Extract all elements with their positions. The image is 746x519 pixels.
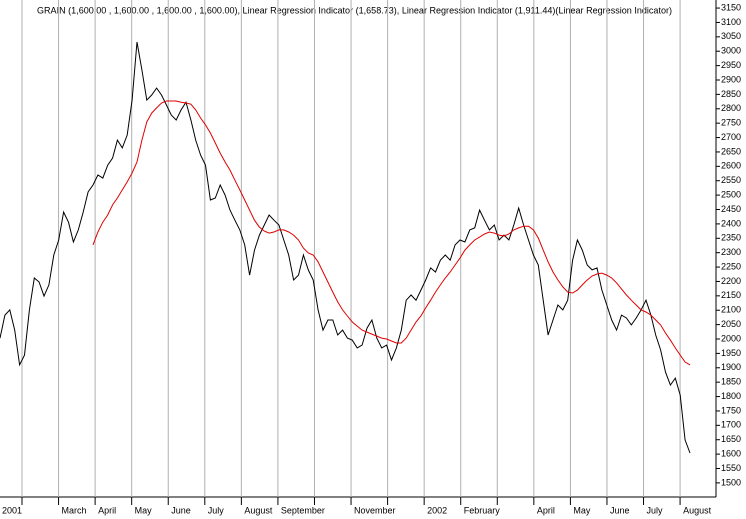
y-tick-label: 2850	[721, 89, 741, 99]
x-tick-label: July	[208, 505, 225, 515]
x-tick-label: June	[171, 505, 191, 515]
y-tick-label: 2650	[721, 146, 741, 156]
x-tick-label: June	[610, 505, 630, 515]
x-tick-label: August	[683, 505, 712, 515]
y-tick-label: 1800	[721, 391, 741, 401]
y-tick-label: 1600	[721, 448, 741, 458]
y-tick-label: 2550	[721, 175, 741, 185]
y-tick-label: 2750	[721, 118, 741, 128]
y-tick-label: 1850	[721, 377, 741, 387]
y-tick-label: 2450	[721, 204, 741, 214]
y-tick-label: 1550	[721, 463, 741, 473]
y-tick-label: 2400	[721, 218, 741, 228]
y-tick-label: 2150	[721, 290, 741, 300]
x-tick-label: February	[464, 505, 501, 515]
series-line	[92, 100, 691, 366]
y-tick-label: 3050	[721, 31, 741, 41]
y-tick-label: 2250	[721, 261, 741, 271]
y-tick-label: 2950	[721, 60, 741, 70]
x-tick-label: November	[354, 505, 396, 515]
y-tick-label: 1650	[721, 434, 741, 444]
y-tick-label: 2800	[721, 103, 741, 113]
y-tick-label: 2600	[721, 161, 741, 171]
y-tick-label: 2300	[721, 247, 741, 257]
x-tick-label: April	[98, 505, 116, 515]
y-tick-label: 1500	[721, 477, 741, 487]
y-tick-label: 3150	[721, 2, 741, 12]
y-tick-label: 2350	[721, 233, 741, 243]
chart-title: GRAIN (1,600.00 , 1,600.00 , 1,600.00 , …	[37, 5, 672, 15]
y-tick-label: 1750	[721, 405, 741, 415]
x-tick-label: May	[573, 505, 591, 515]
y-tick-label: 2900	[721, 74, 741, 84]
y-tick-label: 2050	[721, 319, 741, 329]
x-tick-label: April	[537, 505, 555, 515]
y-tick-label: 2000	[721, 333, 741, 343]
y-tick-label: 3100	[721, 17, 741, 27]
y-tick-label: 2700	[721, 132, 741, 142]
x-tick-label: August	[244, 505, 273, 515]
y-tick-label: 3000	[721, 46, 741, 56]
y-tick-label: 1900	[721, 362, 741, 372]
y-tick-label: 1950	[721, 348, 741, 358]
x-tick-label: September	[281, 505, 325, 515]
y-tick-label: 2100	[721, 305, 741, 315]
series-line	[0, 41, 691, 454]
x-tick-label: 2001	[2, 505, 22, 515]
x-tick-label: March	[62, 505, 87, 515]
y-tick-label: 2200	[721, 276, 741, 286]
x-tick-label: July	[647, 505, 664, 515]
x-tick-label: May	[135, 505, 153, 515]
y-tick-label: 1700	[721, 420, 741, 430]
x-tick-label: 2002	[427, 505, 447, 515]
y-tick-label: 2500	[721, 189, 741, 199]
